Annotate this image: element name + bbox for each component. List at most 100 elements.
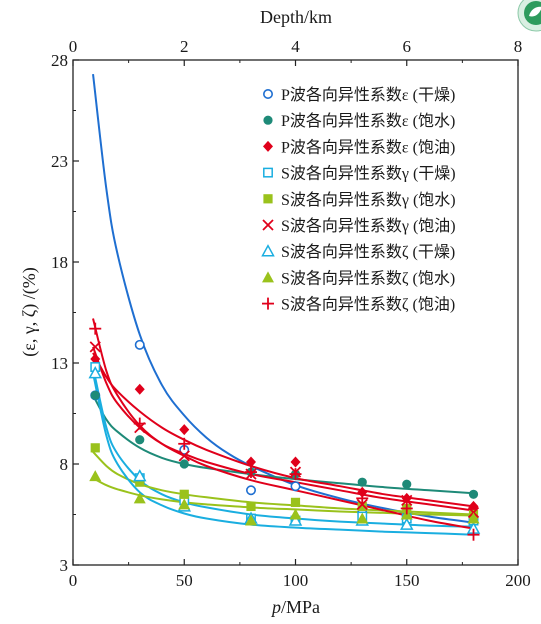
data-point-s6 — [356, 498, 368, 511]
data-point-s6 — [178, 450, 190, 462]
data-point-s3 — [90, 353, 101, 365]
legend-marker-7 — [261, 244, 275, 257]
data-point-s3 — [290, 456, 301, 468]
data-point-s2 — [468, 489, 479, 499]
x-tick-label: 0 — [69, 571, 78, 590]
data-point-s5 — [246, 501, 256, 512]
data-point-s5 — [135, 477, 145, 487]
data-point-s2 — [402, 479, 412, 489]
data-point-s2 — [179, 459, 189, 469]
data-point-s5 — [357, 501, 367, 512]
data-point-s9 — [89, 322, 102, 335]
x-tick-label: 200 — [505, 571, 531, 590]
data-point-s6 — [467, 506, 480, 519]
x-axis-title-var: p — [270, 597, 281, 617]
data-point-s3 — [246, 456, 256, 468]
fit-curve-7 — [92, 372, 474, 536]
data-point-s7 — [288, 513, 303, 526]
legend-marker-5 — [263, 194, 273, 204]
top-tick-label: 6 — [403, 37, 412, 56]
data-point-s2 — [135, 435, 145, 445]
data-point-s2 — [357, 477, 367, 487]
x-tick-label: 50 — [176, 571, 193, 590]
legend-label-7: S波各向异性系数ζ (干燥) — [281, 243, 455, 261]
data-point-s1 — [246, 485, 257, 496]
data-point-s8 — [356, 512, 369, 524]
data-point-s3 — [357, 486, 368, 498]
legend: P波各向异性系数ε (干燥) P波各向异性系数ε (饱水) P波各向异性系数ε (饱… — [261, 86, 456, 314]
data-point-s6 — [401, 494, 413, 506]
legend-label-9: S波各向异性系数ζ (饱油) — [281, 296, 455, 314]
data-point-s9 — [245, 466, 257, 479]
top-tick-label: 8 — [514, 37, 523, 56]
legend-label-5: S波各向异性系数γ (饱水) — [281, 191, 456, 209]
data-points — [88, 322, 481, 541]
legend-marker-9 — [262, 297, 274, 310]
legend-label-3: P波各向异性系数ε (饱油) — [281, 138, 455, 156]
data-point-s3 — [179, 424, 190, 436]
data-point-s8 — [245, 514, 257, 526]
fit-curve-4 — [92, 366, 474, 528]
data-point-s3 — [401, 492, 412, 504]
data-point-s5 — [179, 489, 189, 499]
legend-marker-4 — [263, 167, 273, 178]
fit-curve-5 — [92, 451, 474, 516]
y-tick-label: 3 — [60, 556, 69, 575]
data-point-s8 — [89, 470, 102, 482]
legend-label-4: S波各向异性系数γ (干燥) — [281, 165, 456, 183]
y-axis-title: (ε, γ, ζ) /(%) — [19, 267, 40, 356]
data-point-s9 — [178, 437, 191, 450]
data-point-s9 — [289, 468, 302, 481]
x-axis-title-unit: /MPa — [281, 597, 320, 617]
data-point-s7 — [399, 517, 414, 530]
legend-label-2: P波各向异性系数ε (饱水) — [281, 112, 455, 130]
y-tick-label: 13 — [51, 354, 68, 373]
x-tick-label: 100 — [283, 571, 309, 590]
y-tick-label: 28 — [51, 51, 68, 70]
y-tick-label: 23 — [51, 152, 68, 171]
fit-curve-2 — [92, 394, 474, 495]
top-tick-label: 0 — [69, 37, 78, 56]
data-point-s7 — [132, 469, 147, 482]
corner-badge — [509, 0, 541, 36]
legend-label-6: S波各向异性系数γ (饱油) — [281, 217, 456, 235]
data-point-s3 — [134, 383, 145, 395]
legend-marker-8 — [262, 271, 274, 283]
fit-curve-8 — [92, 477, 474, 517]
legend-marker-2 — [263, 115, 273, 125]
data-point-s1 — [290, 481, 301, 492]
legend-marker-3 — [263, 140, 273, 152]
data-point-s5 — [90, 443, 100, 453]
y-tick-label: 18 — [51, 253, 68, 272]
fit-curve-6 — [92, 346, 474, 512]
data-point-s8 — [178, 498, 191, 510]
fit-curve-1 — [92, 74, 474, 524]
fit-curve-3 — [92, 352, 474, 508]
x-tick-label: 150 — [394, 571, 420, 590]
legend-label-1: P波各向异性系数ε (干燥) — [281, 86, 455, 104]
fit-curve-9 — [92, 318, 474, 530]
x-axis-title: p/MPa — [270, 597, 320, 617]
legend-label-8: S波各向异性系数ζ (饱水) — [281, 269, 455, 287]
data-point-s2 — [90, 390, 100, 400]
fit-curves — [92, 74, 474, 536]
data-point-s7 — [88, 366, 103, 379]
y-tick-label: 8 — [60, 455, 69, 474]
data-point-s1 — [134, 339, 145, 350]
data-point-s8 — [289, 508, 302, 520]
legend-marker-1 — [262, 89, 273, 100]
data-point-s8 — [467, 512, 480, 524]
legend-marker-6 — [262, 219, 274, 231]
data-point-s8 — [133, 492, 146, 504]
top-tick-label: 4 — [291, 37, 300, 56]
data-point-s9 — [133, 417, 146, 430]
top-tick-label: 2 — [180, 37, 189, 56]
leaf-icon — [517, 0, 541, 32]
data-point-s5 — [290, 497, 301, 507]
data-point-s9 — [356, 492, 369, 505]
top-axis-title: Depth/km — [260, 7, 332, 27]
data-point-s6 — [89, 341, 101, 353]
data-point-s9 — [467, 528, 480, 541]
